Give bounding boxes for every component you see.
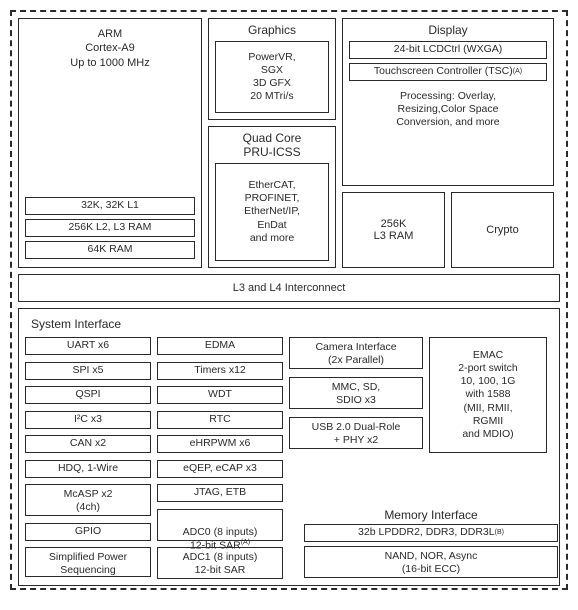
display-block: Display 24-bit LCDCtrl (WXGA) Touchscree… [342, 18, 554, 186]
timers-cell: Timers x12 [157, 362, 283, 380]
gpio-cell: GPIO [25, 523, 151, 541]
power-seq-cell: Simplified Power Sequencing [25, 547, 151, 577]
ddr-label: 32b LPDDR2, DDR3, DDR3L [358, 526, 495, 539]
adc1-cell: ADC1 (8 inputs) 12-bit SAR [157, 547, 283, 579]
arm-l1-cache: 32K, 32K L1 [25, 197, 195, 215]
interconnect-label: L3 and L4 Interconnect [233, 281, 346, 295]
ehrpwm-cell: eHRPWM x6 [157, 435, 283, 453]
hdq-cell: HDQ, 1-Wire [25, 460, 151, 478]
system-interface-title: System Interface [31, 317, 121, 331]
adc0-note: (A) [241, 539, 250, 546]
ddr-cell: 32b LPDDR2, DDR3, DDR3L(B) [304, 524, 558, 542]
soc-block-diagram: ARM Cortex-A9 Up to 1000 MHz 32K, 32K L1… [10, 10, 568, 590]
pru-body: EtherCAT, PROFINET, EtherNet/IP, EnDat a… [215, 163, 329, 261]
sys-col-1: UART x6 SPI x5 QSPI I²C x3 CAN x2 HDQ, 1… [25, 335, 151, 581]
arm-l2-cache: 256K L2, L3 RAM [25, 219, 195, 237]
arm-block: ARM Cortex-A9 Up to 1000 MHz 32K, 32K L1… [18, 18, 202, 268]
display-tsc-note: (A) [513, 68, 522, 77]
qspi-cell: QSPI [25, 386, 151, 404]
nand-cell: NAND, NOR, Async (16-bit ECC) [304, 546, 558, 578]
display-title: Display [428, 23, 467, 37]
wdt-cell: WDT [157, 386, 283, 404]
arm-title-3: Up to 1000 MHz [25, 56, 195, 70]
mcasp-cell: McASP x2 (4ch) [25, 484, 151, 516]
pru-title: Quad Core PRU-ICSS [243, 131, 302, 159]
crypto-block: Crypto [451, 192, 554, 268]
l3-crypto-row: 256K L3 RAM Crypto [342, 192, 554, 268]
uart-cell: UART x6 [25, 337, 151, 355]
display-lcd: 24-bit LCDCtrl (WXGA) [349, 41, 547, 59]
rtc-cell: RTC [157, 411, 283, 429]
pru-block: Quad Core PRU-ICSS EtherCAT, PROFINET, E… [208, 126, 336, 268]
eqep-cell: eQEP, eCAP x3 [157, 460, 283, 478]
ddr-note: (B) [495, 529, 504, 538]
memory-interface-area: Memory Interface 32b LPDDR2, DDR3, DDR3L… [304, 504, 558, 580]
adc0-cell: ADC0 (8 inputs) 12-bit SAR(A) [157, 509, 283, 541]
emac-cell: EMAC 2-port switch 10, 100, 1G with 1588… [429, 337, 547, 453]
can-cell: CAN x2 [25, 435, 151, 453]
arm-title-2: Cortex-A9 [25, 41, 195, 55]
display-tsc: Touchscreen Controller (TSC)(A) [349, 63, 547, 81]
camera-cell: Camera Interface (2x Parallel) [289, 337, 423, 369]
graphics-body: PowerVR, SGX 3D GFX 20 MTri/s [215, 41, 329, 113]
display-column: Display 24-bit LCDCtrl (WXGA) Touchscree… [342, 18, 554, 268]
arm-ram: 64K RAM [25, 241, 195, 259]
interconnect-block: L3 and L4 Interconnect [18, 274, 560, 302]
display-processing: Processing: Overlay, Resizing,Color Spac… [396, 89, 499, 130]
memory-interface-title: Memory Interface [304, 508, 558, 522]
edma-cell: EDMA [157, 337, 283, 355]
l3ram-block: 256K L3 RAM [342, 192, 445, 268]
arm-title-1: ARM [25, 27, 195, 41]
graphics-title: Graphics [248, 23, 296, 37]
sys-col-2: EDMA Timers x12 WDT RTC eHRPWM x6 eQEP, … [157, 335, 283, 581]
gfx-pru-column: Graphics PowerVR, SGX 3D GFX 20 MTri/s Q… [208, 18, 336, 268]
system-interface-block: System Interface UART x6 SPI x5 QSPI I²C… [18, 308, 560, 586]
usb-cell: USB 2.0 Dual-Role + PHY x2 [289, 417, 423, 449]
spi-cell: SPI x5 [25, 362, 151, 380]
jtag-cell: JTAG, ETB [157, 484, 283, 502]
top-row: ARM Cortex-A9 Up to 1000 MHz 32K, 32K L1… [18, 18, 560, 268]
i2c-cell: I²C x3 [25, 411, 151, 429]
display-tsc-label: Touchscreen Controller (TSC) [374, 65, 513, 78]
mmc-cell: MMC, SD, SDIO x3 [289, 377, 423, 409]
graphics-block: Graphics PowerVR, SGX 3D GFX 20 MTri/s [208, 18, 336, 120]
